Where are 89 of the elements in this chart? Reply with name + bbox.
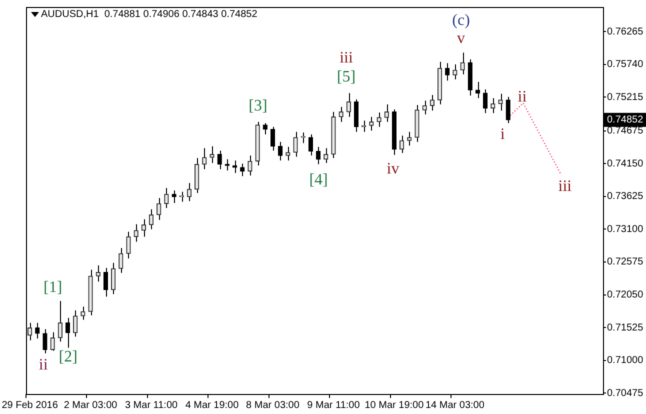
x-tick-label: 14 Mar 03:00	[425, 400, 485, 411]
candlestick	[369, 116, 374, 132]
y-tick-label: 0.76265	[607, 26, 644, 38]
candlestick	[354, 98, 359, 132]
annotation: ii	[38, 356, 48, 374]
annotation: [5]	[336, 68, 356, 86]
candlestick	[376, 112, 382, 128]
x-tick-label: 10 Mar 19:00	[364, 400, 424, 411]
annotation: i	[500, 126, 506, 143]
candlestick	[460, 52, 465, 75]
candlestick	[293, 131, 298, 158]
candlestick	[286, 146, 290, 162]
candlestick	[194, 158, 200, 194]
candlestick	[103, 267, 108, 298]
y-tick-label: 0.70475	[607, 388, 644, 399]
candlestick	[65, 317, 70, 348]
x-tick-label: 3 Mar 11:00	[124, 400, 178, 411]
candlestick	[248, 155, 252, 176]
candlestick	[498, 93, 503, 112]
candlestick	[96, 264, 100, 282]
candlestick	[482, 88, 488, 114]
candlestick	[445, 62, 450, 82]
candlestick	[35, 322, 40, 339]
candlestick	[506, 96, 510, 124]
candlestick	[475, 81, 480, 99]
y-tick-label: 0.74150	[607, 158, 644, 170]
candlestick	[186, 182, 192, 202]
x-tick-label: 8 Mar 03:00	[246, 400, 300, 411]
candlestick	[270, 126, 276, 152]
candlestick	[300, 132, 306, 144]
candlestick	[126, 231, 131, 260]
x-tick-label: 4 Mar 19:00	[185, 400, 240, 411]
annotation: [3]	[248, 97, 268, 114]
chart-title: AUDUSD,H1 0.74881 0.74906 0.74843 0.74852	[41, 8, 258, 20]
candlestick	[58, 300, 62, 342]
candlestick	[338, 106, 344, 122]
x-tick-label: 9 Mar 11:00	[307, 400, 360, 411]
candlestick	[50, 332, 55, 352]
x-tick-label: 29 Feb 2016	[2, 400, 58, 411]
annotation: [2]	[58, 348, 78, 366]
candlestick	[407, 131, 412, 146]
candlestick	[73, 310, 78, 338]
y-tick-label: 0.71525	[607, 322, 644, 334]
annotation: v	[457, 30, 466, 47]
y-tick-label: 0.73625	[607, 191, 644, 202]
annotation: [1]	[44, 279, 62, 296]
annotation: ii	[518, 88, 528, 106]
candlestick	[42, 328, 48, 354]
candlestick	[134, 224, 138, 242]
candlestick	[452, 64, 458, 80]
candlestick	[110, 262, 116, 295]
candlestick	[324, 148, 328, 164]
candlestick	[346, 92, 351, 118]
candlestick	[278, 141, 283, 162]
annotation: (c)	[452, 12, 470, 30]
candlestick	[316, 146, 321, 165]
candlestick	[308, 134, 314, 156]
candlestick	[156, 198, 162, 220]
candlestick	[422, 100, 427, 115]
candlestick	[384, 104, 389, 122]
candlestick	[240, 163, 245, 177]
candlestick	[224, 158, 230, 172]
candlestick	[399, 135, 404, 154]
y-tick-label: 0.75740	[607, 59, 644, 70]
y-tick-label: 0.75215	[607, 92, 644, 103]
candlestick	[210, 146, 214, 164]
y-tick-label: 0.71000	[607, 355, 644, 366]
y-tick-label: 0.72050	[607, 290, 644, 301]
candlestick	[232, 160, 238, 174]
annotation: iii	[558, 178, 572, 196]
annotation: iii	[340, 50, 354, 67]
candlestick	[118, 247, 124, 274]
candlestick	[202, 148, 207, 170]
y-tick-label: 0.74675	[607, 126, 644, 137]
candlestick	[430, 94, 435, 112]
candlestick	[262, 122, 268, 135]
x-tick-label: 2 Mar 03:00	[64, 400, 118, 411]
candlestick	[172, 190, 176, 204]
annotation: [4]	[309, 172, 328, 189]
candlestick	[217, 150, 222, 170]
candlestick	[164, 188, 169, 208]
annotation: iv	[386, 160, 400, 178]
candlestick	[490, 98, 496, 114]
y-tick-label: 0.72575	[607, 256, 644, 268]
y-tick-label: 0.73100	[607, 224, 644, 235]
candlestick	[148, 208, 154, 230]
candlestick	[141, 218, 146, 238]
candlestick	[80, 306, 86, 320]
annotation: 0.74852	[607, 114, 644, 126]
